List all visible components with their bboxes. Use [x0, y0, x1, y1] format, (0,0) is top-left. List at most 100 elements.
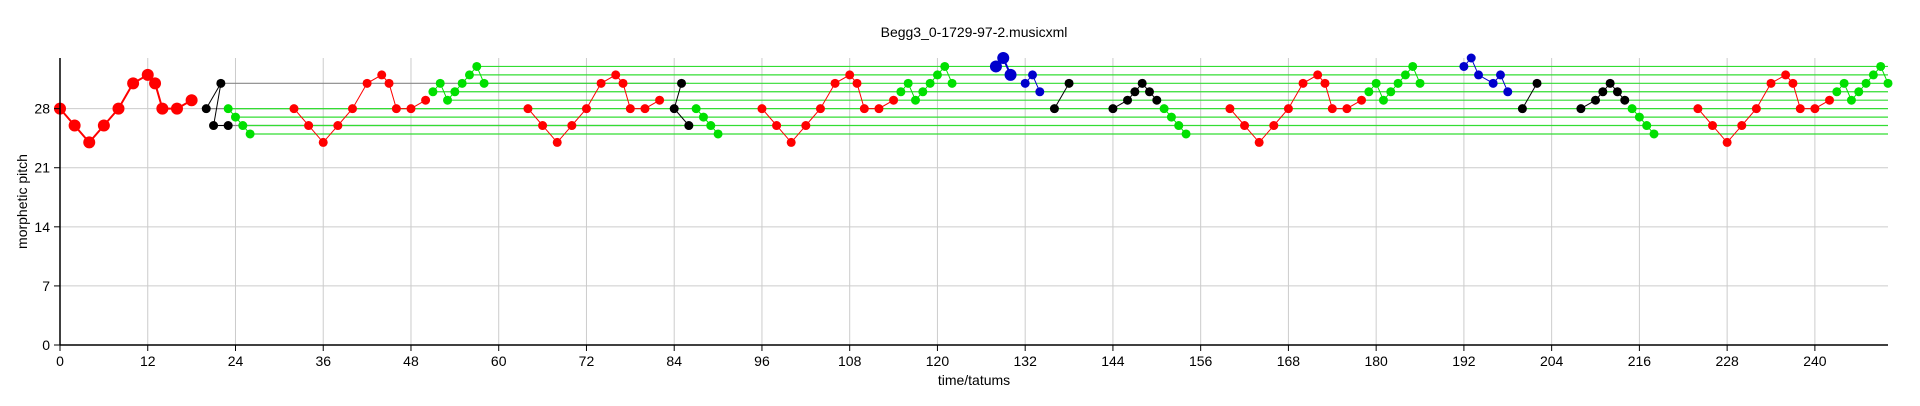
x-tick-label: 84 [666, 353, 682, 369]
data-point [1254, 137, 1264, 147]
data-point [1371, 78, 1381, 88]
grid-layer [59, 58, 1888, 346]
data-point [706, 121, 716, 131]
data-point [1004, 68, 1017, 81]
data-point [1283, 104, 1293, 114]
data-point [333, 121, 343, 131]
data-point [170, 102, 183, 115]
point-layer [54, 52, 1893, 149]
series-line [1053, 83, 1070, 109]
x-tick-label: 48 [403, 353, 419, 369]
data-point [1532, 78, 1542, 88]
data-point [1123, 95, 1133, 105]
data-point [391, 104, 401, 114]
data-point [1064, 78, 1074, 88]
data-point [1503, 87, 1513, 97]
data-point [997, 52, 1010, 64]
data-point [457, 78, 467, 88]
data-point [1393, 78, 1403, 88]
data-point [1832, 87, 1842, 97]
data-point [1035, 87, 1045, 97]
data-point [1364, 87, 1374, 97]
data-point [1737, 121, 1747, 131]
data-point [1883, 78, 1893, 88]
data-point [1342, 104, 1352, 114]
x-tick-label: 12 [140, 353, 156, 369]
connector-layer [206, 65, 1888, 135]
data-point [435, 78, 445, 88]
data-point [1415, 78, 1425, 88]
data-point [304, 121, 314, 131]
series-line [1631, 108, 1655, 135]
x-tick-label: 132 [1014, 353, 1038, 369]
x-tick-label: 96 [754, 353, 770, 369]
data-point [1027, 70, 1037, 80]
data-point [1466, 53, 1476, 63]
data-point [1181, 129, 1191, 139]
data-point [911, 95, 921, 105]
y-tick-label: 0 [42, 337, 50, 353]
data-point [1795, 104, 1805, 114]
data-point [640, 104, 650, 114]
data-point [925, 78, 935, 88]
data-point [1781, 70, 1791, 80]
x-tick-label: 156 [1189, 353, 1213, 369]
data-point [596, 78, 606, 88]
data-point [581, 104, 591, 114]
data-point [677, 78, 687, 88]
data-point [669, 104, 679, 114]
x-tick-label: 60 [491, 353, 507, 369]
data-point [97, 119, 110, 132]
series-line [673, 83, 690, 126]
data-point [1130, 87, 1140, 97]
data-point [245, 129, 255, 139]
y-tick-label: 7 [42, 278, 50, 294]
data-point [464, 70, 474, 80]
data-point [1166, 112, 1176, 122]
data-point [201, 104, 211, 114]
data-point [989, 60, 1002, 73]
data-point [1598, 87, 1608, 97]
series-line [227, 108, 251, 135]
series-line [205, 83, 229, 126]
data-point [852, 78, 862, 88]
data-point [223, 121, 233, 131]
data-point [947, 78, 957, 88]
data-point [1240, 121, 1250, 131]
data-point [1876, 61, 1886, 71]
data-point [112, 102, 125, 115]
x-tick-label: 24 [228, 353, 244, 369]
data-point [625, 104, 635, 114]
data-point [1649, 129, 1659, 139]
data-point [156, 102, 169, 115]
data-point [1693, 104, 1703, 114]
data-point [523, 104, 533, 114]
data-point [1357, 95, 1367, 105]
x-tick-label: 168 [1277, 353, 1301, 369]
x-tick-label: 192 [1452, 353, 1476, 369]
data-point [1298, 78, 1308, 88]
data-point [443, 95, 453, 105]
data-point [918, 87, 928, 97]
data-point [1612, 87, 1622, 97]
tick-layer: 0 12 24 36 48 60 72 84 96 108 120 132 144 156 168 180 19… [34, 101, 1826, 369]
data-point [1576, 104, 1586, 114]
data-point [1400, 70, 1410, 80]
data-point [713, 129, 723, 139]
data-point [223, 104, 233, 114]
data-point [698, 112, 708, 122]
data-point [1591, 95, 1601, 105]
data-point [1378, 95, 1388, 105]
y-tick-label: 28 [34, 101, 50, 117]
data-point [567, 121, 577, 131]
data-point [230, 112, 240, 122]
data-point [347, 104, 357, 114]
data-point [655, 95, 665, 105]
data-point [1225, 104, 1235, 114]
series-line [1163, 108, 1187, 135]
data-point [149, 77, 162, 90]
data-point [1144, 87, 1154, 97]
data-point [1620, 95, 1630, 105]
data-point [1159, 104, 1169, 114]
